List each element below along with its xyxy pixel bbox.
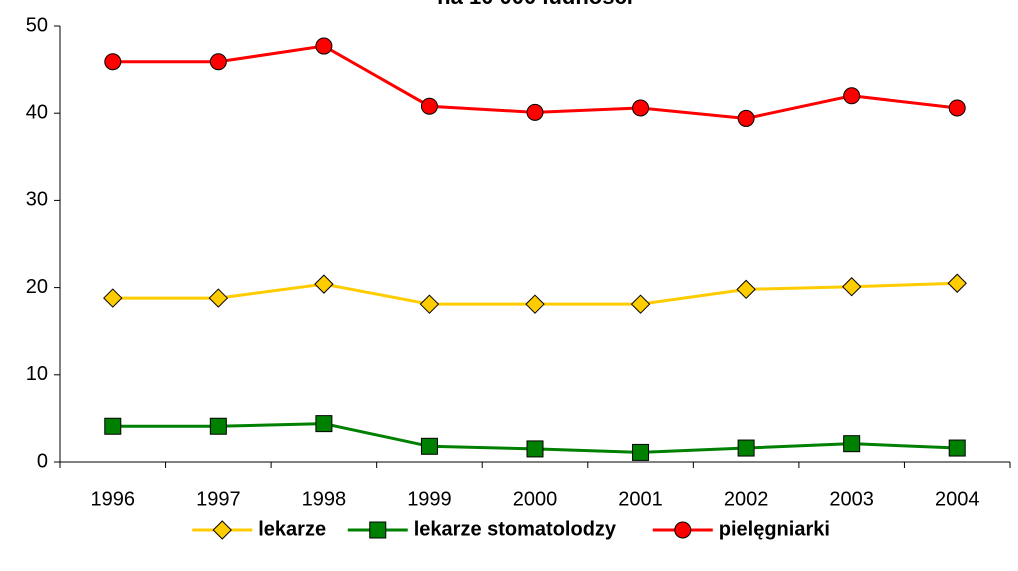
legend-marker <box>369 521 387 539</box>
legend-marker <box>212 520 232 540</box>
point <box>737 439 755 457</box>
point <box>736 279 756 300</box>
point <box>737 109 755 127</box>
x-tick-label: 1996 <box>91 488 136 510</box>
point <box>632 443 650 461</box>
point <box>209 53 227 71</box>
y-tick-label: 40 <box>26 101 48 123</box>
legend-label: lekarze <box>258 518 326 540</box>
point <box>103 288 123 308</box>
y-tick-label: 20 <box>26 276 48 298</box>
point <box>632 99 650 117</box>
x-tick-label: 1999 <box>407 488 452 510</box>
point <box>526 440 544 458</box>
point <box>315 415 333 433</box>
x-tick-label: 2003 <box>829 488 874 510</box>
x-tick-label: 1998 <box>302 488 347 510</box>
point <box>104 417 122 435</box>
legend-marker <box>674 521 692 539</box>
point <box>525 294 545 314</box>
point <box>630 294 651 314</box>
point <box>104 53 122 71</box>
point <box>948 439 966 457</box>
x-tick-label: 1997 <box>196 488 241 510</box>
y-tick-label: 0 <box>37 450 48 472</box>
x-tick-label: 2000 <box>513 488 558 510</box>
point <box>526 103 544 121</box>
y-tick-label: 50 <box>26 14 48 36</box>
x-tick-label: 2001 <box>618 488 663 510</box>
point <box>843 87 861 105</box>
point <box>420 437 438 455</box>
point <box>209 417 227 435</box>
point <box>315 37 333 55</box>
point <box>841 277 862 297</box>
y-tick-label: 10 <box>26 363 48 385</box>
legend-label: pielęgniarki <box>719 518 830 540</box>
point <box>948 99 966 117</box>
x-tick-label: 2002 <box>724 488 769 510</box>
point <box>947 273 967 293</box>
point <box>843 435 861 453</box>
point <box>420 97 438 115</box>
point <box>419 294 440 314</box>
point <box>208 288 229 308</box>
legend-label: lekarze stomatolodzy <box>414 518 617 540</box>
point <box>314 274 334 294</box>
y-tick-label: 30 <box>26 189 48 211</box>
chart-title: na 10 000 ludności <box>437 0 633 9</box>
x-tick-label: 2004 <box>935 488 980 510</box>
